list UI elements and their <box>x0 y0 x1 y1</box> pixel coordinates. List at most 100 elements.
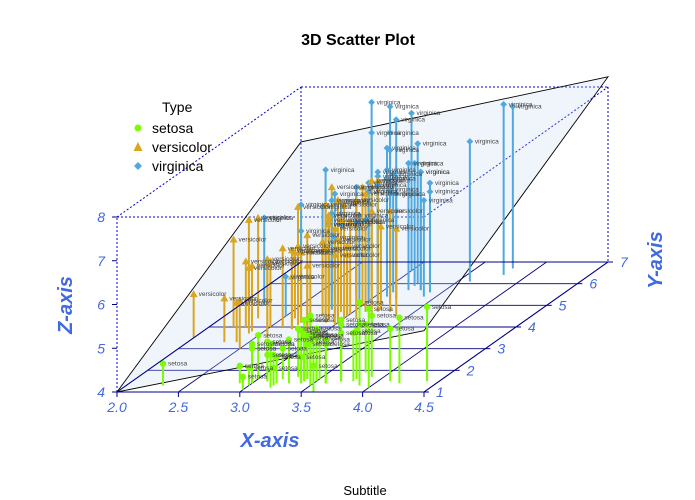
point-label: virginica <box>306 228 330 235</box>
data-point <box>417 168 425 176</box>
x-axis-label: X-axis <box>240 430 300 452</box>
point-label: virginica <box>374 189 398 196</box>
data-point <box>303 261 312 269</box>
chart-subtitle: Subtitle <box>343 483 386 498</box>
point-label: virginica <box>331 167 355 174</box>
point-label: versicolor <box>340 252 369 259</box>
data-point <box>414 140 422 148</box>
point-label: versicolor <box>239 237 268 244</box>
point-label: versicolor <box>254 217 283 224</box>
point-label: virginica <box>395 147 419 154</box>
point-label: versicolor <box>395 208 424 215</box>
data-point <box>313 325 320 332</box>
data-point <box>333 235 342 243</box>
data-point <box>322 340 329 348</box>
y-tick-label: 6 <box>589 276 597 292</box>
legend-marker <box>134 124 142 132</box>
z-tick-label: 4 <box>97 384 105 400</box>
legend-label: setosa <box>152 120 193 136</box>
point-label: setosa <box>377 313 397 320</box>
data-point <box>331 190 339 198</box>
data-point <box>362 216 369 224</box>
point-label: setosa <box>315 339 335 346</box>
point-label: virginica <box>340 235 364 242</box>
box-edge <box>116 86 302 218</box>
y-tick-label: 2 <box>466 362 475 378</box>
point-label: virginica <box>361 184 385 191</box>
data-point <box>316 332 323 339</box>
point-label: versicolor <box>245 298 274 305</box>
point-label: virginica <box>426 169 450 176</box>
data-point <box>260 214 268 222</box>
point-label: virginica <box>334 221 358 228</box>
data-point <box>297 327 305 335</box>
data-point <box>346 218 355 226</box>
data-point <box>239 373 247 380</box>
data-point <box>303 231 312 239</box>
data-point <box>235 296 244 304</box>
axis-ticks: 2.0 2.5 3.0 3.5 4.0 4.51 2 3 4 5 6 7 4 5 6 7 8 <box>97 209 629 415</box>
point-label: virginica <box>383 182 407 189</box>
point-label: virginica <box>374 180 398 187</box>
point-label: versicolor <box>343 197 372 204</box>
data-point <box>301 334 308 341</box>
point-label: setosa <box>346 321 366 328</box>
point-label: setosa <box>322 335 342 342</box>
point-label: setosa <box>325 332 345 339</box>
point-label: versicolor <box>251 258 280 265</box>
y-axis-label: Y-axis <box>645 231 667 288</box>
data-point <box>356 212 363 220</box>
point-label: versicolor <box>303 243 332 250</box>
point-label: versicolor <box>288 245 317 252</box>
point-label: virginica <box>383 169 407 176</box>
data-point <box>350 329 357 337</box>
data-point <box>356 299 363 306</box>
point-label: setosa <box>322 326 342 333</box>
point-label: virginica <box>395 130 419 137</box>
data-point <box>365 305 372 313</box>
point-label: setosa <box>315 317 335 324</box>
data-point <box>307 316 314 324</box>
point-label: setosa <box>361 328 381 335</box>
point-label: versicolor <box>386 224 415 231</box>
legend: Type setosa versicolor virginica <box>133 99 212 174</box>
point-label: virginica <box>328 204 352 211</box>
point-label: setosa <box>358 330 378 337</box>
point-label: versicolor <box>229 295 258 302</box>
data-point <box>423 303 431 310</box>
data-point <box>244 215 253 223</box>
data-point <box>361 189 370 197</box>
data-point <box>500 100 508 108</box>
data-point <box>352 218 360 226</box>
data-point <box>189 290 198 298</box>
data-point <box>337 316 345 324</box>
point-label: setosa <box>257 345 277 352</box>
point-label: virginica <box>377 99 401 106</box>
point-label: virginica <box>392 145 416 152</box>
point-label: versicolor <box>367 184 396 191</box>
point-label: setosa <box>309 317 329 324</box>
point-label: setosa <box>331 337 351 344</box>
data-point <box>386 186 394 193</box>
data-point <box>352 183 360 191</box>
y-tick-label: 3 <box>497 341 505 357</box>
data-point <box>356 321 363 328</box>
data-point <box>336 215 345 223</box>
point-label: versicolor <box>300 250 329 257</box>
data-point <box>330 250 339 258</box>
point-label: setosa <box>257 341 277 348</box>
point-label: versicolor <box>352 252 381 259</box>
data-point <box>386 103 394 111</box>
data-point <box>263 259 272 267</box>
data-point <box>310 362 317 369</box>
data-point <box>368 312 375 319</box>
data-point <box>282 273 290 281</box>
point-label: virginica <box>337 210 361 217</box>
data-point <box>386 129 394 137</box>
point-label: setosa <box>263 332 283 339</box>
point-label: setosa <box>257 345 277 352</box>
x-tick-label: 3.0 <box>230 399 250 415</box>
chart-title: 3D Scatter Plot <box>301 32 415 49</box>
point-label: setosa <box>331 341 351 348</box>
box-back <box>116 86 609 392</box>
